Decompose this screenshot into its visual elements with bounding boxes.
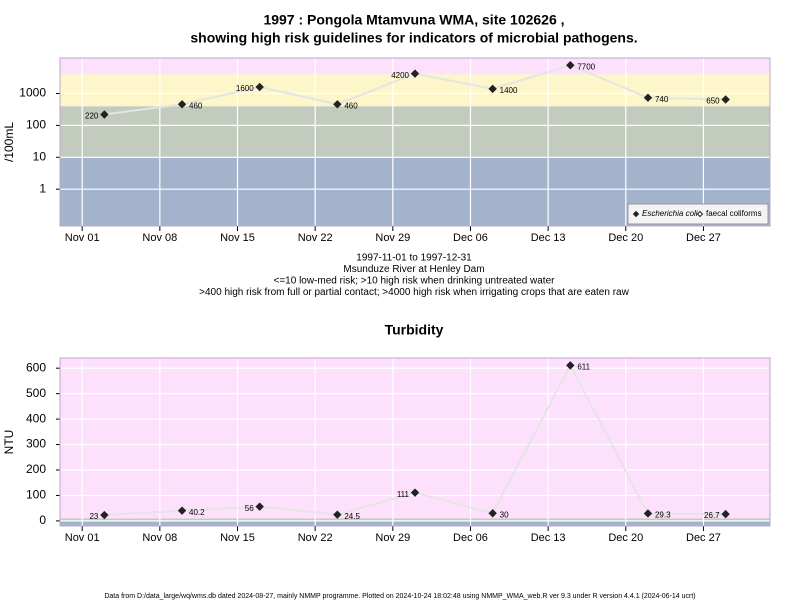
- risk-band: [60, 520, 770, 526]
- y-axis-label: NTU: [2, 430, 16, 455]
- y-tick-label: 500: [26, 386, 46, 400]
- footer: Data from D:/data_large/wq/wms.db dated …: [104, 593, 695, 600]
- y-tick-label: 200: [26, 462, 46, 476]
- legend-marker: [632, 210, 640, 218]
- data-label: 611: [577, 362, 590, 371]
- data-point: [643, 509, 653, 518]
- data-label: 30: [500, 510, 509, 519]
- data-point: [177, 506, 187, 515]
- data-label: 1600: [236, 84, 254, 93]
- x-tick-label: Nov 15: [220, 532, 255, 544]
- y-tick-label: 400: [26, 411, 46, 425]
- data-label: 650: [706, 97, 720, 106]
- subtitle: 1997-11-01 to 1997-12-31: [356, 253, 472, 264]
- y-tick-label: 1: [39, 181, 46, 195]
- legend-marker: [696, 210, 704, 218]
- x-tick-label: Nov 01: [65, 232, 100, 244]
- chart-title: Turbidity: [385, 322, 444, 338]
- y-tick-label: 1000: [19, 86, 46, 100]
- risk-band: [60, 518, 770, 521]
- y-tick-label: 0: [39, 513, 46, 527]
- chart-title: showing high risk guidelines for indicat…: [190, 30, 637, 46]
- x-tick-label: Nov 22: [298, 532, 333, 544]
- data-point: [721, 509, 730, 519]
- y-axis-label: /100mL: [2, 122, 16, 162]
- data-label: 460: [189, 101, 203, 110]
- data-point: [333, 100, 342, 109]
- data-label: 740: [655, 95, 669, 104]
- data-label: 56: [245, 504, 254, 513]
- data-point: [333, 510, 342, 519]
- data-point: [255, 502, 264, 511]
- x-tick-label: Dec 13: [531, 532, 566, 544]
- data-label: 24.5: [344, 512, 360, 521]
- data-point: [721, 95, 730, 104]
- data-point: [488, 84, 497, 94]
- y-tick-label: 600: [26, 360, 46, 374]
- subtitle: <=10 low-med risk; >10 high risk when dr…: [274, 276, 556, 287]
- data-point: [488, 509, 497, 518]
- data-label: 40.2: [189, 508, 205, 517]
- data-point: [566, 61, 575, 70]
- x-tick-label: Dec 20: [608, 532, 643, 544]
- subtitle: Msunduze River at Henley Dam: [343, 264, 484, 275]
- data-label: 7700: [577, 62, 595, 71]
- subtitle: >400 high risk from full or partial cont…: [199, 287, 629, 298]
- data-label: 4200: [391, 71, 409, 80]
- data-label: 23: [89, 512, 98, 521]
- data-point: [410, 69, 420, 78]
- data-point: [566, 361, 575, 370]
- y-tick-label: 10: [33, 149, 47, 163]
- y-tick-label: 100: [26, 488, 46, 502]
- plot-frame: [59, 57, 771, 227]
- y-tick-label: 300: [26, 437, 46, 451]
- x-tick-label: Dec 20: [608, 232, 643, 244]
- x-tick-label: Dec 06: [453, 532, 488, 544]
- x-tick-label: Nov 08: [142, 532, 177, 544]
- legend-label: Escherichia coli: [642, 209, 698, 218]
- data-point: [100, 510, 109, 520]
- x-tick-label: Nov 29: [375, 232, 410, 244]
- x-tick-label: Dec 06: [453, 232, 488, 244]
- y-tick-label: 100: [26, 118, 46, 132]
- data-point: [643, 93, 653, 102]
- x-tick-label: Nov 15: [220, 232, 255, 244]
- risk-band: [60, 74, 770, 107]
- x-tick-label: Nov 01: [65, 532, 100, 544]
- x-tick-label: Nov 22: [298, 232, 333, 244]
- data-label: 26.7: [704, 511, 720, 520]
- data-label: 29.3: [655, 511, 671, 520]
- plot-frame: [59, 357, 771, 527]
- legend-label: faecal coliforms: [706, 209, 762, 218]
- risk-band: [60, 106, 770, 158]
- data-label: 220: [85, 112, 99, 121]
- x-tick-label: Dec 27: [686, 532, 721, 544]
- x-tick-label: Nov 08: [142, 232, 177, 244]
- x-tick-label: Dec 13: [531, 232, 566, 244]
- chart-title: 1997 : Pongola Mtamvuna WMA, site 102626…: [263, 12, 564, 28]
- data-label: 1400: [500, 86, 518, 95]
- data-point: [410, 488, 420, 497]
- x-tick-label: Dec 27: [686, 232, 721, 244]
- data-point: [255, 82, 264, 92]
- data-point: [100, 110, 109, 119]
- data-point: [177, 100, 187, 109]
- data-label: 111: [397, 490, 410, 499]
- data-label: 460: [344, 101, 358, 110]
- x-tick-label: Nov 29: [375, 532, 410, 544]
